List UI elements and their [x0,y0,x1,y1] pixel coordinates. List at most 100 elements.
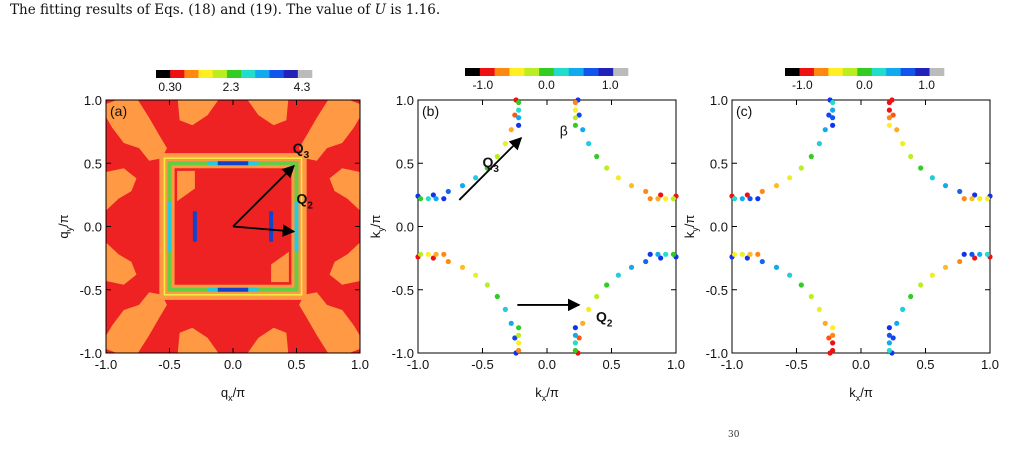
y-axis-label-main: q [56,231,71,238]
colorbar-swatch [297,70,313,78]
fermi-point [908,153,914,160]
fermi-point [830,332,836,338]
y-tick-label: -1.0 [80,346,102,361]
fermi-point [580,320,586,326]
q-arrow-label: Q2 [297,191,314,212]
colorbar-swatch [283,70,299,78]
colorbar-swatch [785,68,800,76]
fermi-point [886,332,892,338]
colorbar-swatch [886,68,901,76]
fermi-point [808,293,814,300]
fermi-point [886,325,892,331]
heatmap-inner-orange [271,251,289,283]
fermi-point [580,127,586,133]
colorbar-swatch [553,68,570,76]
x-tick-label: -0.5 [471,357,493,372]
fermi-point [594,153,600,160]
panel-c: -1.0 0.0 1.0 -1.0 -0.5 0.0 0.5 1.0 -1.0 -0.5 0.0 0.… [682,68,999,403]
fermi-point [425,196,431,202]
fermi-point [494,153,500,160]
fermi-point [459,183,466,189]
fermi-point [508,127,514,133]
fermi-point [417,196,424,202]
colorbar-swatch [915,68,930,76]
q-label-sub: 3 [493,164,499,175]
caption-text-before: The fitting results of Eqs. (18) and (19… [10,2,375,18]
fermi-point [433,251,439,257]
colorbar-swatch [198,70,214,78]
fermi-point [594,293,600,300]
x-axis-label-sub: x [542,393,547,403]
heatmap-orange-edge [329,242,360,285]
q-label-main: Q [297,191,308,207]
y-tick-label: 0.0 [396,220,414,235]
fermi-point [459,264,466,270]
heatmap-orange-edge [106,242,137,285]
colorbar-swatch [539,68,555,76]
q-label-sub: 3 [304,150,310,161]
y-axis-label-sub: y [376,227,386,232]
fermi-point [929,175,935,181]
fermi-point [894,127,900,133]
fermi-point [830,340,836,346]
fermi-point [787,272,793,278]
fermi-point [744,255,750,261]
y-axis-label: qy/π [56,214,74,238]
fermi-point [918,165,924,171]
fermi-point [516,99,522,106]
y-tick-label: 0.0 [84,220,102,235]
x-axis-label: kx/π [535,385,559,403]
fermi-point [425,251,431,257]
fermi-point [445,258,451,265]
fermi-point [908,293,914,300]
x-axis-label-main: k [849,385,856,400]
fermi-point [417,251,424,257]
colorbar-tick-label: 1.0 [602,78,619,92]
x-axis-label-sub: x [228,393,233,403]
y-tick-label: 0.5 [84,156,102,171]
fermi-point [739,196,745,202]
heatmap-ring-yellow [163,157,303,296]
heatmap-orange-edge [177,100,219,126]
colorbar-swatch [465,68,481,76]
fermi-point [822,320,828,326]
colorbar-swatch [241,70,256,78]
colorbar-tick-label: 0.0 [538,78,555,92]
fermi-point [942,264,949,270]
panel-label: (a) [110,103,127,119]
fermi-point [822,127,828,133]
fermi-point [430,255,436,261]
fermi-point [615,175,621,181]
y-axis-label-sub: y [690,227,700,232]
colorbar-swatch [900,68,916,76]
x-tick-label: -1.0 [721,357,743,372]
x-axis-label-tail: /π [860,385,873,400]
fermi-point [816,306,822,312]
fermi-point [755,251,761,257]
fermi-point [502,306,508,312]
fermi-point [670,196,677,202]
fermi-point [900,306,906,312]
fermi-point [942,183,949,189]
colorbar-swatch [871,68,887,76]
panel-label: (c) [736,103,752,119]
fermi-point [658,255,664,261]
fermi-point [977,251,983,257]
q-arrow-label: Q3 [483,154,500,175]
fermi-point [747,251,753,257]
fermi-point [643,188,649,195]
y-axis-label-main: k [682,231,697,238]
fermi-point [604,165,610,171]
fermi-point [798,282,804,288]
heatmap-orange-lobe [299,292,360,353]
y-tick-label: 0.5 [396,156,414,171]
colorbar-swatch [929,68,945,76]
q-label-main: Q [483,154,494,170]
fermi-point [731,251,738,257]
fermi-point [586,141,592,147]
fermi-point [628,183,635,189]
fermi-point [890,335,896,341]
fermi-point [773,183,780,189]
fermi-point [516,325,522,331]
colorbar-swatch [156,70,171,78]
